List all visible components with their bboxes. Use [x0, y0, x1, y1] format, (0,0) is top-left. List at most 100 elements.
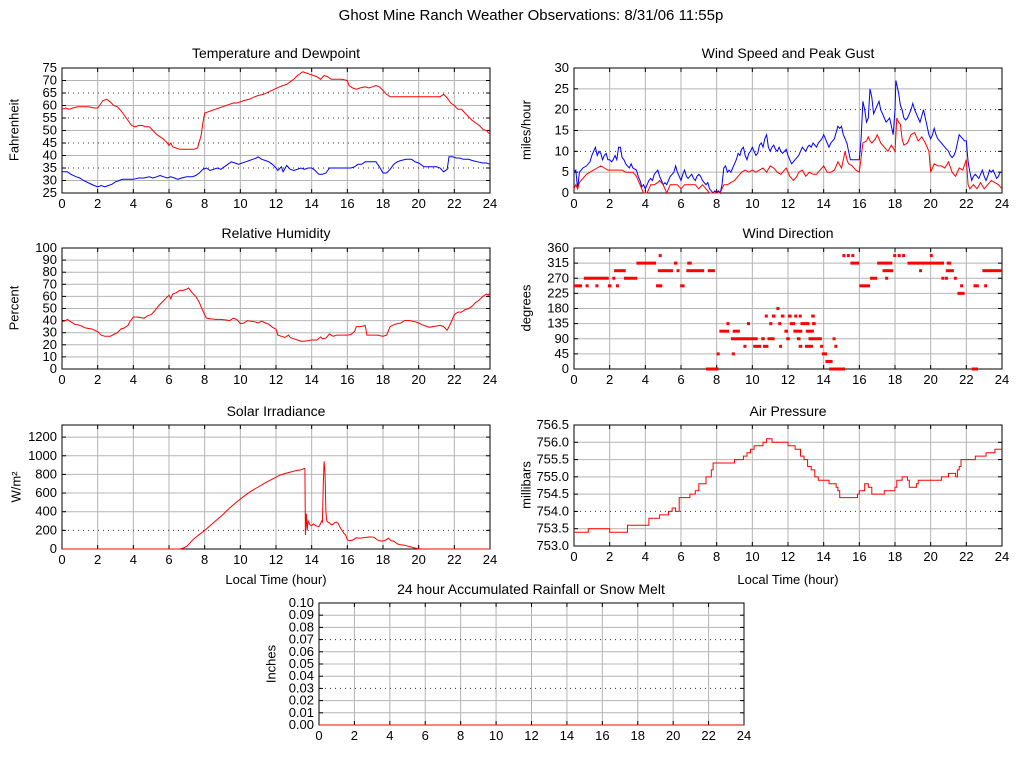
y-axis-label-fahrenheit: Fahrenheit	[6, 98, 22, 162]
air-pressure-xtick: 14	[816, 549, 830, 564]
wind-direction-xtick: 18	[888, 372, 902, 387]
y-axis-label-percent: Percent	[6, 285, 22, 331]
wind-direction-ytick: 135	[547, 316, 569, 331]
rainfall-xtick: 18	[631, 728, 645, 743]
wind-speed-xtick: 4	[642, 196, 649, 211]
wind-direction-ytick: 270	[547, 270, 569, 285]
rainfall-xtick: 6	[422, 728, 429, 743]
wind-direction-ytick: 360	[547, 240, 569, 255]
wind-direction-xtick: 2	[606, 372, 613, 387]
temperature-dewpoint-xtick: 18	[376, 196, 390, 211]
page-title: Ghost Mine Ranch Weather Observations: 8…	[338, 7, 724, 24]
y-axis-label-degrees: degrees	[518, 284, 534, 332]
solar-irradiance-ytick: 600	[35, 485, 57, 500]
air-pressure-xtick: 22	[959, 549, 973, 564]
air-pressure-xtick: 24	[995, 549, 1009, 564]
rainfall-ytick: 0.09	[289, 607, 314, 622]
wind-speed-xtick: 6	[677, 196, 684, 211]
chart-title-air-pressure: Air Pressure	[749, 403, 827, 419]
temperature-dewpoint-xtick: 16	[340, 196, 354, 211]
air-pressure-xtick: 6	[677, 549, 684, 564]
wind-direction-xtick: 10	[745, 372, 759, 387]
chart-title-wind-speed: Wind Speed and Peak Gust	[701, 45, 875, 61]
relative-humidity-xtick: 14	[304, 372, 318, 387]
solar-irradiance-xtick: 24	[483, 552, 497, 567]
temperature-dewpoint-ytick: 30	[43, 173, 57, 188]
air-pressure-ytick: 754.5	[536, 486, 569, 501]
air-pressure-xtick: 18	[888, 549, 902, 564]
wind-direction-ytick: 90	[555, 331, 569, 346]
temperature-dewpoint-ytick: 65	[43, 85, 57, 100]
solar-irradiance-ytick: 200	[35, 522, 57, 537]
rainfall-xtick: 0	[315, 728, 322, 743]
air-pressure-xtick: 10	[745, 549, 759, 564]
rainfall-ytick: 0.05	[289, 656, 314, 671]
solar-irradiance-xtick: 4	[130, 552, 137, 567]
relative-humidity-ytick: 0	[50, 361, 57, 376]
wind-speed-ytick: 15	[555, 123, 569, 138]
wind-speed-line	[573, 117, 1003, 195]
air-pressure-xtick: 8	[713, 549, 720, 564]
air-pressure-xtick: 2	[606, 549, 613, 564]
temperature-dewpoint-ytick: 55	[43, 110, 57, 125]
chart-title-solar-irradiance: Solar Irradiance	[226, 403, 326, 419]
temperature-dewpoint-xtick: 22	[447, 196, 461, 211]
temperature-dewpoint-xtick: 10	[233, 196, 247, 211]
rainfall-ytick: 0.01	[289, 705, 314, 720]
wind-direction-xtick: 14	[816, 372, 830, 387]
rainfall-xtick: 4	[386, 728, 393, 743]
rainfall-ytick: 0.02	[289, 693, 314, 708]
wind-direction-xtick: 12	[781, 372, 795, 387]
temperature-dewpoint-ytick: 35	[43, 160, 57, 175]
temperature-dewpoint-xtick: 24	[483, 196, 497, 211]
relative-humidity-xtick: 22	[447, 372, 461, 387]
temperature-dewpoint-ytick: 45	[43, 135, 57, 150]
relative-humidity-xtick: 24	[483, 372, 497, 387]
relative-humidity-ytick: 30	[43, 325, 57, 340]
temperature-dewpoint-ytick: 40	[43, 148, 57, 163]
relative-humidity-xtick: 18	[376, 372, 390, 387]
air-pressure-ytick: 753.0	[536, 538, 569, 553]
relative-humidity-xtick: 20	[411, 372, 425, 387]
rainfall-xtick: 2	[351, 728, 358, 743]
wind-direction-xtick: 4	[642, 372, 649, 387]
y-axis-label-millibars: millibars	[518, 461, 534, 509]
y-axis-label-miles-hour: miles/hour	[518, 100, 534, 160]
chart-title-temperature-dewpoint: Temperature and Dewpoint	[191, 45, 361, 61]
solar-irradiance-xtick: 2	[94, 552, 101, 567]
solar-irradiance-xtick: 12	[269, 552, 283, 567]
wind-speed-xtick: 22	[959, 196, 973, 211]
chart-title-rainfall: 24 hour Accumulated Rainfall or Snow Mel…	[397, 581, 665, 597]
wind-speed-ytick: 5	[562, 164, 569, 179]
solar-irradiance-ytick: 800	[35, 466, 57, 481]
wind-direction-dots	[574, 254, 1002, 371]
wind-direction-xtick: 0	[570, 372, 577, 387]
relative-humidity-xtick: 4	[130, 372, 137, 387]
temperature-dewpoint-xtick: 20	[411, 196, 425, 211]
relative-humidity-ytick: 20	[43, 337, 57, 352]
wind-speed-xtick: 8	[713, 196, 720, 211]
temperature-dewpoint-xtick: 0	[58, 196, 65, 211]
wind-speed-ytick: 0	[562, 185, 569, 200]
temperature-dewpoint-xtick: 8	[201, 196, 208, 211]
peak-gust-line	[573, 80, 1002, 195]
rainfall-xtick: 16	[595, 728, 609, 743]
rainfall-xtick: 12	[524, 728, 538, 743]
air-pressure-xtick: 4	[642, 549, 649, 564]
relative-humidity-ytick: 70	[43, 276, 57, 291]
air-pressure-ytick: 755.0	[536, 469, 569, 484]
air-pressure-ytick: 754.0	[536, 503, 569, 518]
rainfall-ytick: 0.06	[289, 644, 314, 659]
wind-direction-xtick: 24	[995, 372, 1009, 387]
wind-direction-xtick: 6	[677, 372, 684, 387]
wind-speed-xtick: 24	[995, 196, 1009, 211]
solar-irradiance-xtick: 18	[376, 552, 390, 567]
wind-speed-xtick: 14	[816, 196, 830, 211]
wind-speed-xtick: 12	[781, 196, 795, 211]
